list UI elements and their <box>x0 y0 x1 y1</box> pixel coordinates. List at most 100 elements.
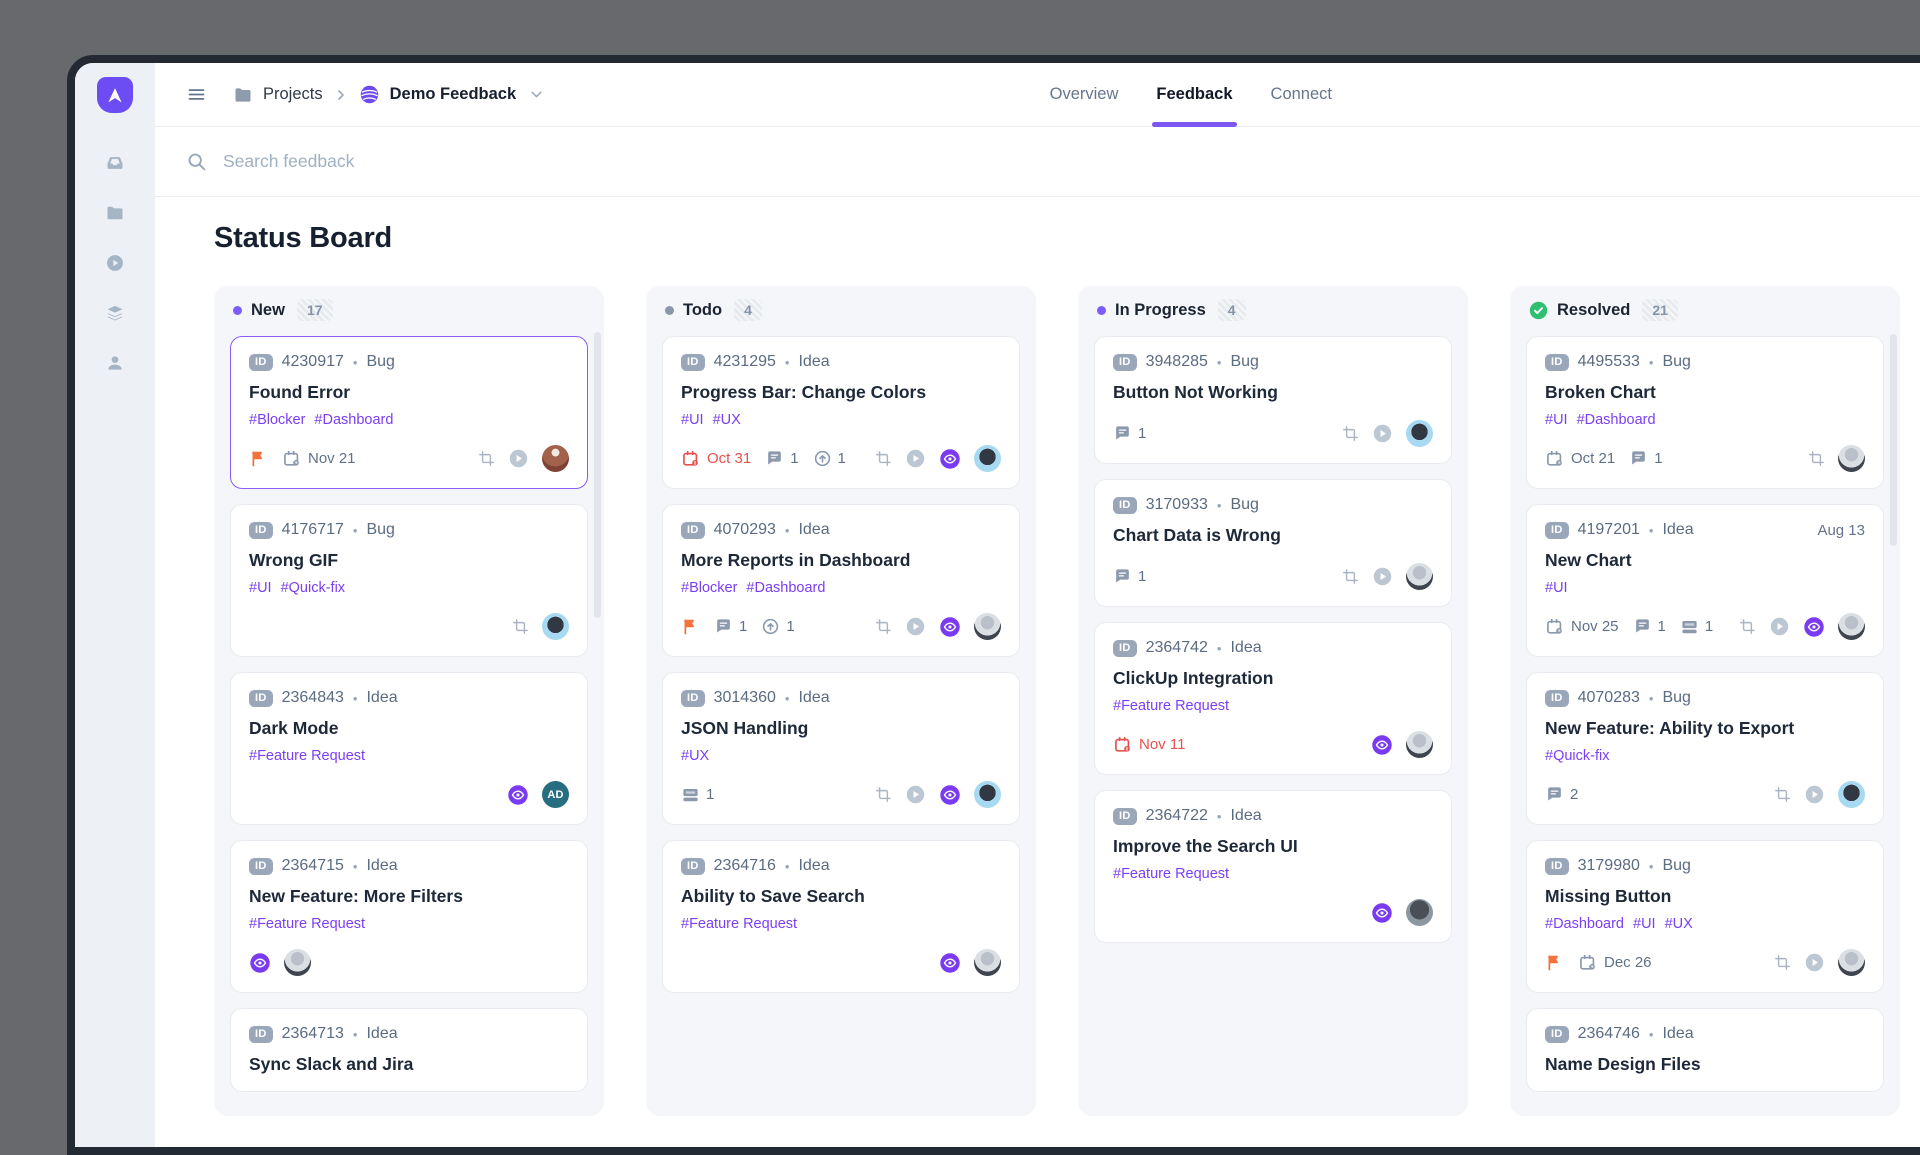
feedback-card[interactable]: ID 4176717 • Bug Wrong GIF #UI #Quick-fix <box>230 504 588 657</box>
feedback-card[interactable]: ID 3014360 • Idea JSON Handling #UX 1 <box>662 672 1020 825</box>
tag[interactable]: #Feature Request <box>1113 866 1230 882</box>
chevron-down-icon[interactable] <box>528 86 545 103</box>
feedback-card[interactable]: ID 2364843 • Idea Dark Mode #Feature Request A… <box>230 672 588 825</box>
frame-button-icon[interactable] <box>875 786 892 803</box>
avatar[interactable] <box>974 949 1001 976</box>
menu-icon[interactable] <box>186 84 207 105</box>
feedback-card[interactable]: ID 2364722 • Idea Improve the Search UI #Feat… <box>1094 790 1452 943</box>
tag[interactable]: #Quick-fix <box>1545 748 1610 764</box>
avatar[interactable] <box>1406 899 1433 926</box>
play-button-icon[interactable] <box>508 448 529 469</box>
tag[interactable]: #Feature Request <box>249 748 366 764</box>
tag[interactable]: #UX <box>712 412 741 428</box>
frame-button-icon[interactable] <box>512 618 529 635</box>
avatar[interactable] <box>974 445 1001 472</box>
feedback-card[interactable]: ID 3948285 • Bug Button Not Working 1 <box>1094 336 1452 464</box>
avatar[interactable] <box>1838 949 1865 976</box>
feedback-card[interactable]: ID 2364716 • Idea Ability to Save Search #Fea… <box>662 840 1020 993</box>
play-button-icon[interactable] <box>905 448 926 469</box>
tag[interactable]: #Dashboard <box>314 412 394 428</box>
eye-button-icon[interactable] <box>1803 616 1825 638</box>
eye-button-icon[interactable] <box>1371 902 1393 924</box>
frame-button-icon[interactable] <box>875 450 892 467</box>
feedback-card[interactable]: ID 3170933 • Bug Chart Data is Wrong 1 <box>1094 479 1452 607</box>
eye-button-icon[interactable] <box>939 448 961 470</box>
column-scrollbar[interactable] <box>1890 334 1897 546</box>
feedback-card[interactable]: ID 2364715 • Idea New Feature: More Filters #… <box>230 840 588 993</box>
eye-button-icon[interactable] <box>1371 734 1393 756</box>
feedback-card[interactable]: ID 3179980 • Bug Missing Button #Dashboard #UI… <box>1526 840 1884 993</box>
feedback-card[interactable]: ID 4070283 • Bug New Feature: Ability to Exp… <box>1526 672 1884 825</box>
play-button-icon[interactable] <box>1804 784 1825 805</box>
eye-button-icon[interactable] <box>939 616 961 638</box>
avatar[interactable] <box>542 613 569 640</box>
tag[interactable]: #Feature Request <box>249 916 366 932</box>
feedback-card[interactable]: ID 4197201 • Idea Aug 13 New Chart #UI Nov 25 1 1 <box>1526 504 1884 657</box>
tag[interactable]: #Dashboard <box>746 580 826 596</box>
feedback-card[interactable]: ID 2364713 • Idea Sync Slack and Jira <box>230 1008 588 1092</box>
avatar[interactable] <box>1406 563 1433 590</box>
tab-feedback[interactable]: Feedback <box>1152 63 1237 127</box>
play-button-icon[interactable] <box>1372 566 1393 587</box>
frame-button-icon[interactable] <box>1739 618 1756 635</box>
frame-button-icon[interactable] <box>1774 786 1791 803</box>
app-logo-icon[interactable] <box>97 77 133 113</box>
frame-button-icon[interactable] <box>478 450 495 467</box>
feedback-card[interactable]: ID 4070293 • Idea More Reports in Dashboard #… <box>662 504 1020 657</box>
avatar[interactable]: AD <box>542 781 569 808</box>
tag[interactable]: #UX <box>1664 916 1693 932</box>
avatar[interactable] <box>1838 445 1865 472</box>
sidebar-folder-icon[interactable] <box>105 203 125 223</box>
tag[interactable]: #Feature Request <box>1113 698 1230 714</box>
avatar[interactable] <box>974 613 1001 640</box>
sidebar-play-circle-icon[interactable] <box>105 253 125 273</box>
eye-button-icon[interactable] <box>507 784 529 806</box>
avatar[interactable] <box>542 445 569 472</box>
tag[interactable]: #UI <box>1545 412 1568 428</box>
play-button-icon[interactable] <box>1372 423 1393 444</box>
tag[interactable]: #Quick-fix <box>280 580 346 596</box>
tab-connect[interactable]: Connect <box>1270 85 1332 103</box>
eye-button-icon[interactable] <box>939 952 961 974</box>
avatar[interactable] <box>1406 420 1433 447</box>
feedback-card[interactable]: ID 4495533 • Bug Broken Chart #UI #Dashboard Oc… <box>1526 336 1884 489</box>
sidebar-inbox-icon[interactable] <box>105 153 125 173</box>
play-button-icon[interactable] <box>1804 952 1825 973</box>
avatar[interactable] <box>1406 731 1433 758</box>
avatar[interactable] <box>974 781 1001 808</box>
avatar[interactable] <box>1838 613 1865 640</box>
tag[interactable]: #Dashboard <box>1545 916 1624 932</box>
breadcrumb-project-name[interactable]: Demo Feedback <box>389 85 517 103</box>
feedback-card[interactable]: ID 2364742 • Idea ClickUp Integration #Featur… <box>1094 622 1452 775</box>
sidebar-layers-icon[interactable] <box>105 303 125 323</box>
tag[interactable]: #Dashboard <box>1576 412 1656 428</box>
frame-button-icon[interactable] <box>875 618 892 635</box>
feedback-card[interactable]: ID 4231295 • Idea Progress Bar: Change Color… <box>662 336 1020 489</box>
avatar[interactable] <box>1838 781 1865 808</box>
tag[interactable]: #UX <box>681 748 710 764</box>
tag[interactable]: #Feature Request <box>681 916 798 932</box>
frame-button-icon[interactable] <box>1342 425 1359 442</box>
tab-overview[interactable]: Overview <box>1049 85 1119 103</box>
tag[interactable]: #UI <box>681 412 704 428</box>
tag[interactable]: #UI <box>1633 916 1656 932</box>
frame-button-icon[interactable] <box>1342 568 1359 585</box>
play-button-icon[interactable] <box>1769 616 1790 637</box>
column-scrollbar[interactable] <box>594 332 601 618</box>
play-button-icon[interactable] <box>905 616 926 637</box>
tag[interactable]: #Blocker <box>681 580 738 596</box>
tag[interactable]: #Blocker <box>249 412 306 428</box>
avatar[interactable] <box>284 949 311 976</box>
tag[interactable]: #UI <box>1545 580 1568 596</box>
frame-button-icon[interactable] <box>1774 954 1791 971</box>
eye-button-icon[interactable] <box>249 952 271 974</box>
feedback-card[interactable]: ID 2364746 • Idea Name Design Files <box>1526 1008 1884 1092</box>
frame-button-icon[interactable] <box>1808 450 1825 467</box>
eye-button-icon[interactable] <box>939 784 961 806</box>
tag[interactable]: #UI <box>249 580 272 596</box>
feedback-card[interactable]: ID 4230917 • Bug Found Error #Blocker #Dashboa… <box>230 336 588 489</box>
play-button-icon[interactable] <box>905 784 926 805</box>
breadcrumb-projects[interactable]: Projects <box>263 85 323 103</box>
sidebar-user-icon[interactable] <box>105 353 125 373</box>
search-input[interactable] <box>223 151 923 172</box>
